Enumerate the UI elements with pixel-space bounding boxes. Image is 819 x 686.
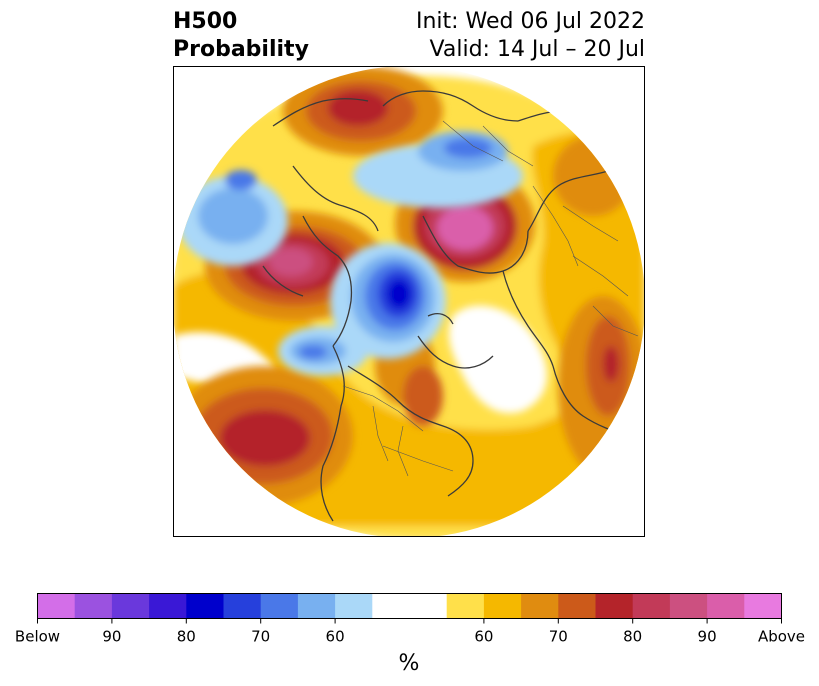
borders [342,120,639,477]
probability-map [173,66,645,537]
colorbar-cell [260,593,299,619]
colorbar-ticks: Below 90 80 70 60 60 70 80 90 Above [15,618,805,646]
colorbar: Below 90 80 70 60 60 70 80 90 Above % [15,593,805,676]
colorbar-tick-label: 80 [177,628,196,646]
map-title: H500 Probability [173,8,309,64]
colorbar-cell [595,593,634,619]
colorbar-cell [446,593,485,619]
title-quantity: Probability [173,37,309,62]
colorbar-frame [37,593,782,619]
colorbar-cell [297,593,336,619]
colorbar-cell [409,593,448,619]
colorbar-cell [37,593,76,619]
colorbar-cell [335,593,373,619]
colorbar-cell [669,593,708,619]
title-variable: H500 [173,9,238,34]
map-frame [173,66,645,537]
colorbar-cell [744,593,782,619]
colorbar-cell [372,593,410,619]
colorbar-cells [37,593,782,619]
colorbar-cell [632,593,671,619]
colorbar-cell [186,593,224,619]
colorbar-cell [707,593,745,619]
colorbar-cell [558,593,596,619]
colorbar-tick-label: Above [758,628,805,646]
date-info: Init: Wed 06 Jul 2022 Valid: 14 Jul – 20… [416,8,645,64]
colorbar-tick-label: 70 [549,628,568,646]
colorbar-cell [223,593,262,619]
colorbar-tick-label: 60 [474,628,493,646]
init-date: Init: Wed 06 Jul 2022 [415,9,645,34]
colorbar-cell [149,593,187,619]
colorbar-tick-label: 70 [251,628,270,646]
colorbar-cell [521,593,559,619]
colorbar-unit: % [399,651,420,676]
anomaly-field [173,66,645,537]
valid-range: Valid: 14 Jul – 20 Jul [429,37,645,62]
colorbar-tick-label: 80 [623,628,642,646]
colorbar-cell [74,593,113,619]
neutral-atlantic [448,305,547,414]
colorbar-cell [111,593,150,619]
colorbar-tick-label: 90 [102,628,121,646]
colorbar-tick-label: Below [15,628,60,646]
colorbar-tick-label: 90 [698,628,717,646]
colorbar-tick-label: 60 [326,628,345,646]
colorbar-cell [483,593,522,619]
